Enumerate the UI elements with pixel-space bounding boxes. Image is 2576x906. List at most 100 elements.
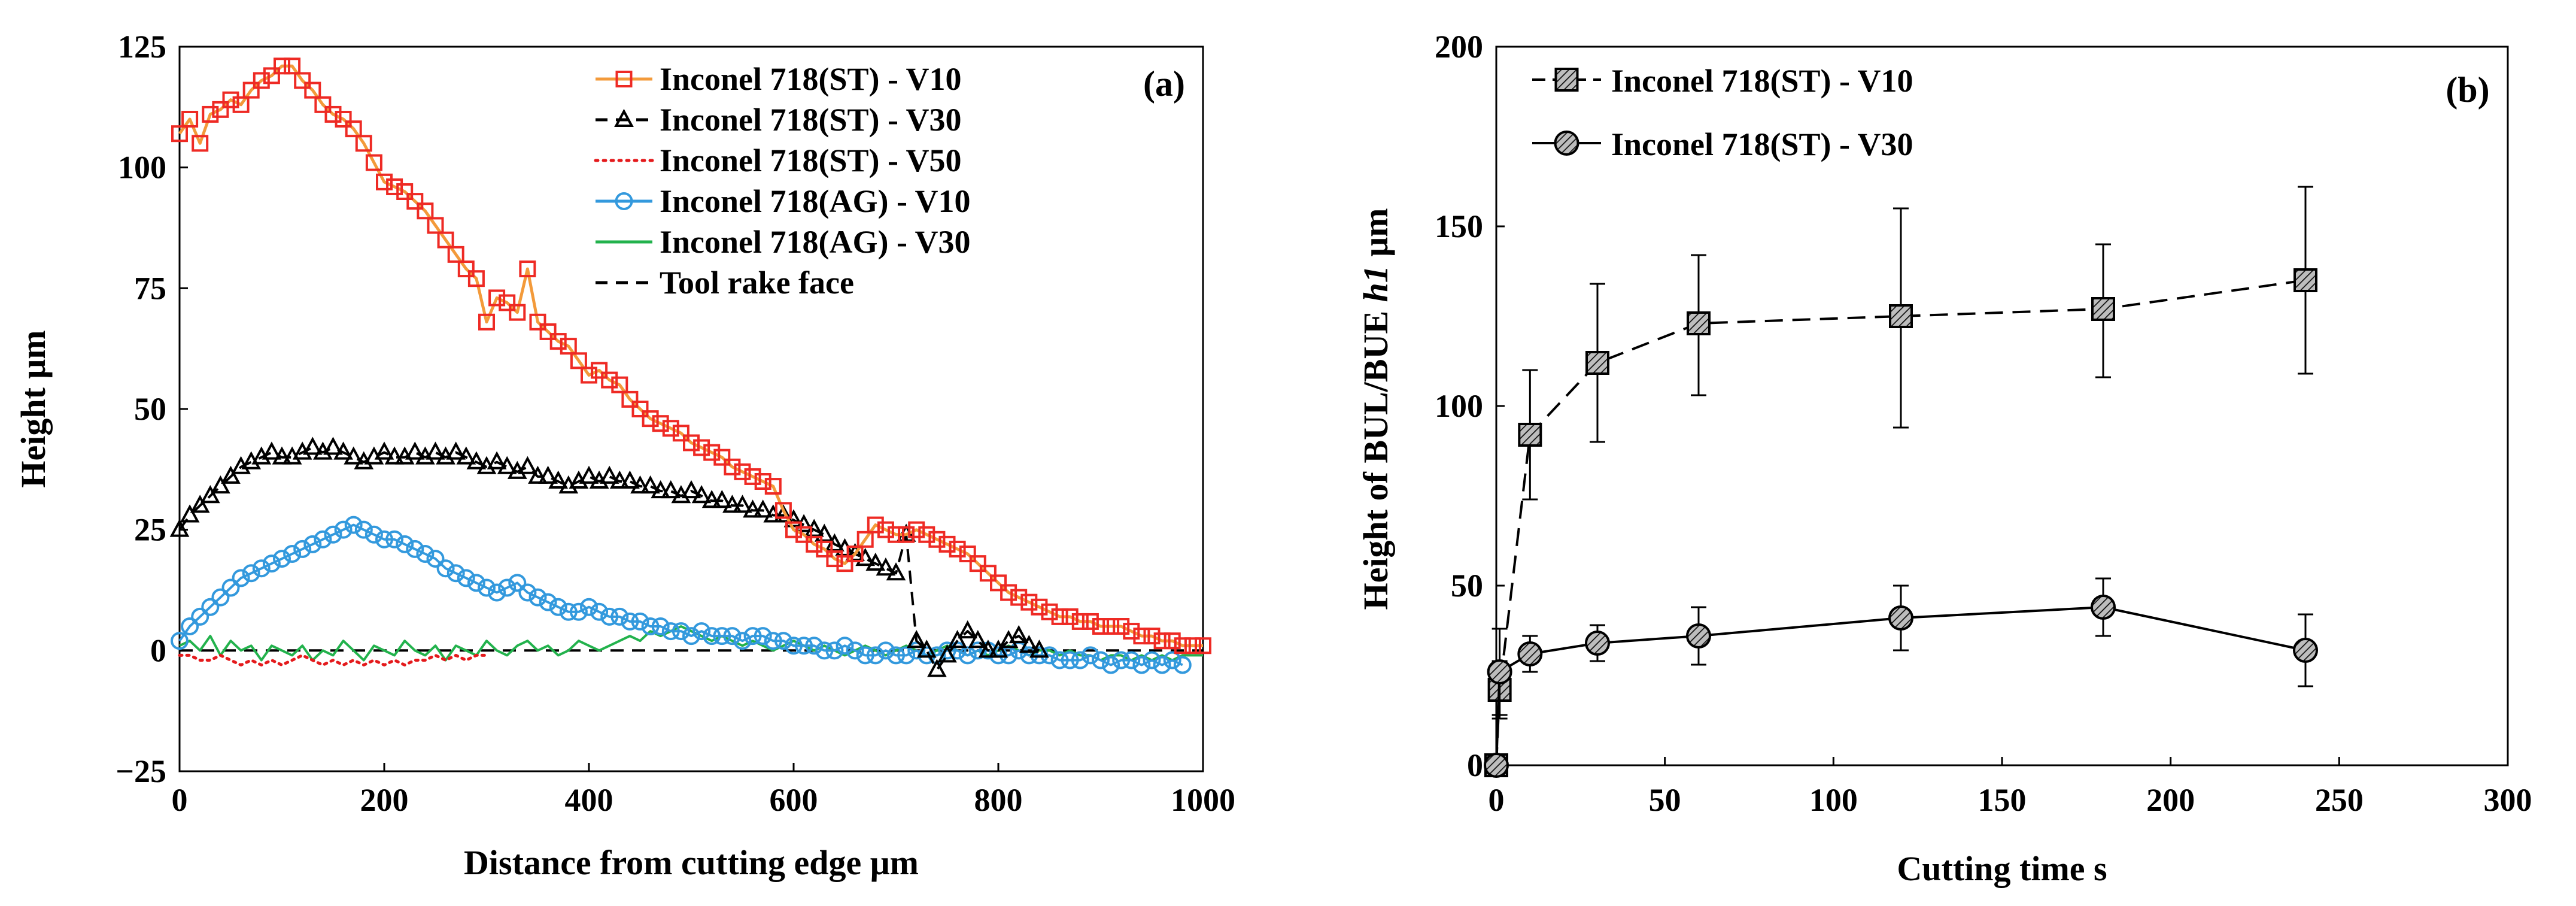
chart-a-series-line xyxy=(178,653,488,666)
chart-a-data-point xyxy=(887,646,905,665)
chart-a-data-point xyxy=(538,465,558,484)
chart-a-series-line xyxy=(178,446,1040,671)
chart-a-legend-marker xyxy=(614,108,634,127)
chart-a-data-point xyxy=(344,446,364,465)
chart-a-y-tick-label: 25 xyxy=(134,512,166,548)
chart-a-legend-label: Inconel 718(ST) - V50 xyxy=(660,143,962,178)
chart-a-data-point xyxy=(1061,608,1079,625)
chart-a-data-point xyxy=(181,111,199,128)
chart-a-data-point xyxy=(927,659,947,677)
chart-a-data-point xyxy=(867,516,884,534)
chart-a-x-tick-label: 200 xyxy=(360,782,409,818)
chart-a-series xyxy=(169,57,1211,677)
chart-a-data-point xyxy=(682,627,700,646)
chart-a-data-point xyxy=(528,465,548,484)
chart-a-data-point xyxy=(620,470,640,489)
chart-a-data-point xyxy=(1031,598,1048,616)
chart-a-data-point xyxy=(539,323,557,340)
chart-a-data-point xyxy=(242,564,260,583)
chart-b-x-axis-label: Cutting time s xyxy=(1897,849,2107,888)
chart-a-data-point xyxy=(355,135,372,152)
chart-a-data-point xyxy=(865,552,886,571)
chart-a-y-tick-label: 50 xyxy=(134,391,166,427)
chart-a-data-point xyxy=(805,637,824,655)
chart-a-data-point xyxy=(937,644,957,663)
chart-a-data-point xyxy=(877,521,894,538)
chart-a-data-point xyxy=(898,526,915,543)
chart-b-legend: Inconel 718(ST) - V10 Inconel 718(ST) - V… xyxy=(1532,63,1913,162)
chart-a-data-point xyxy=(1184,637,1201,654)
chart-b-series-line xyxy=(1495,279,2306,766)
chart-a-y-axis-label: Height μm xyxy=(14,330,53,487)
chart-a-data-point xyxy=(703,444,721,461)
chart-a-data-point xyxy=(1174,637,1191,654)
chart-a-data-point xyxy=(723,627,742,646)
chart-a-legend-label: Tool rake face xyxy=(660,265,854,301)
chart-a-data-point xyxy=(1020,593,1038,611)
chart-a-data-point xyxy=(221,465,241,484)
chart-a-x-axis-label: Distance from cutting edge μm xyxy=(464,843,919,882)
chart-a-data-point xyxy=(1092,618,1109,635)
chart-a-data-point xyxy=(599,465,619,484)
chart-a-x-tick-label: 800 xyxy=(974,782,1023,818)
chart-b-legend-label: Inconel 718(ST) - V30 xyxy=(1611,126,1913,162)
chart-a-data-point xyxy=(456,446,476,465)
chart-a-data-point xyxy=(630,475,650,494)
chart-a-data-point xyxy=(314,530,332,549)
chart-a-data-point xyxy=(262,554,281,573)
chart-a-data-point xyxy=(846,641,864,660)
chart-b-data-point xyxy=(1889,304,1913,328)
chart-a-data-point xyxy=(549,333,567,350)
chart-a-data-point xyxy=(396,183,414,200)
chart-a-y-tick-label: 100 xyxy=(118,150,166,186)
chart-a-data-point xyxy=(487,451,507,469)
chart-a-data-point xyxy=(958,646,977,665)
chart-a-x-tick-label: 1000 xyxy=(1171,782,1235,818)
chart-a-data-point xyxy=(836,637,854,655)
chart-a-data-point xyxy=(457,260,475,278)
chart-a-data-point xyxy=(693,439,710,456)
chart-a-x-tick-label: 400 xyxy=(565,782,613,818)
chart-a-data-point xyxy=(1051,608,1068,625)
chart-a-data-point xyxy=(344,516,363,534)
chart-a-data-point xyxy=(180,504,200,523)
chart-a-data-point xyxy=(1153,632,1171,650)
chart-a-data-point xyxy=(1029,640,1049,658)
chart-a-data-point xyxy=(466,451,487,469)
chart-a-data-point xyxy=(672,425,689,442)
chart-a-data-point xyxy=(200,485,220,504)
chart-b-y-tick-label: 200 xyxy=(1435,29,1483,65)
chart-a-data-point xyxy=(733,632,752,650)
chart-a-data-point xyxy=(396,535,414,553)
chart-a-data-point xyxy=(722,495,742,513)
chart-a-data-point xyxy=(580,598,598,616)
chart-a-data-point xyxy=(274,57,290,75)
chart-a-x-ticks: 0 200 400 600 800 1000 xyxy=(172,763,1235,818)
chart-b-x-tick-label: 200 xyxy=(2146,782,2195,818)
chart-a-data-point xyxy=(202,105,219,123)
chart-a-data-point xyxy=(302,437,323,455)
chart-a-data-point xyxy=(795,526,813,543)
chart-b-data-point xyxy=(2294,268,2317,292)
chart-a-data-point xyxy=(1019,635,1039,653)
chart-b-data-point xyxy=(2293,638,2318,663)
chart-a-legend-label: Inconel 718(ST) - V30 xyxy=(660,102,962,138)
chart-a-data-point xyxy=(938,535,956,553)
chart-a-data-point xyxy=(795,637,813,655)
chart-a-data-point xyxy=(753,499,773,518)
chart-a-data-point xyxy=(661,480,681,499)
chart-a-data-point xyxy=(783,509,804,528)
chart-b-y-axis-label-part: μm xyxy=(1356,208,1395,266)
chart-a-data-point xyxy=(1102,618,1120,635)
chart-a-data-point xyxy=(581,366,597,384)
chart-a-data-point xyxy=(335,111,352,128)
chart-b-x-tick-label: 300 xyxy=(2484,782,2532,818)
chart-a-data-point xyxy=(754,473,771,490)
chart-a-data-point xyxy=(610,607,629,626)
chart-a-data-point xyxy=(528,588,547,607)
chart-a-data-point xyxy=(1008,625,1029,644)
chart-a-data-point xyxy=(692,622,711,641)
chart-b-legend-label: Inconel 718(ST) - V10 xyxy=(1611,63,1913,99)
chart-a-data-point xyxy=(1133,628,1150,645)
